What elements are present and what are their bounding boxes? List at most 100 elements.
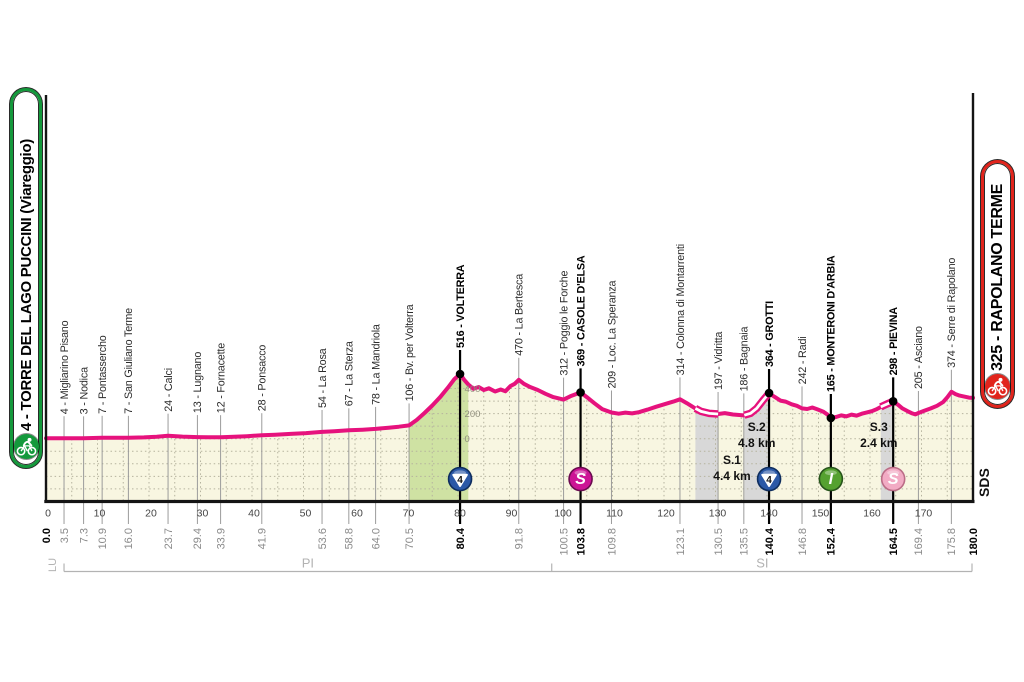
waypoint-dot <box>455 369 465 379</box>
km-label: 0.0 <box>41 528 53 543</box>
left-border <box>44 95 48 502</box>
waypoint-label: 197 - Vidritta <box>713 332 725 390</box>
km-label: 152.4 <box>826 527 838 555</box>
km-label: 146.8 <box>797 528 809 556</box>
x-axis-line <box>44 499 975 504</box>
svg-text:S: S <box>888 471 899 488</box>
sector-name-label: S.1 <box>723 453 741 467</box>
km-label: 29.4 <box>192 528 204 549</box>
svg-text:4: 4 <box>766 475 772 486</box>
kom-cat4-icon: 4 <box>447 466 473 492</box>
sector-length-label: 4.4 km <box>713 469 750 483</box>
finish-banner: 325 - RAPOLANO TERME <box>981 160 1014 408</box>
waypoint-label: 312 - Poggio le Forche <box>558 271 570 376</box>
right-border <box>971 93 975 502</box>
waypoint-label: 364 - GROTTI <box>764 301 776 367</box>
x-tick-label: 120 <box>657 508 675 520</box>
waypoint-label: 28 - Ponsacco <box>257 345 269 412</box>
elevation-scale-label: 400 <box>465 384 481 395</box>
km-label: 180.0 <box>968 528 980 556</box>
gravel-line-core <box>694 407 719 416</box>
waypoint-label: 374 - Serre di Rapolano <box>946 258 958 368</box>
km-label: 80.4 <box>455 527 467 549</box>
km-label: 100.5 <box>558 528 570 556</box>
waypoint-label: 106 - Bv. per Volterra <box>404 304 416 401</box>
sector-name-label: S.3 <box>870 420 888 434</box>
x-tick-label: 50 <box>300 508 312 520</box>
intermediate-sprint-icon: S <box>568 466 593 492</box>
svg-text:I: I <box>829 471 834 488</box>
gravel-line-core <box>743 392 771 417</box>
sector-name-label: S.2 <box>748 420 766 434</box>
waypoint-dot <box>888 397 898 406</box>
waypoint-label: 4 - Migliarino Pisano <box>59 320 71 414</box>
waypoint-label: 369 - CASOLE D'ELSA <box>575 255 587 366</box>
x-tick-label: 90 <box>506 508 518 520</box>
waypoint-dot <box>826 413 836 423</box>
kom-cat4-icon: 4 <box>756 466 782 492</box>
waypoint-label: 205 - Asciano <box>913 326 925 389</box>
waypoint-label: 13 - Lugnano <box>192 352 204 413</box>
designer-signature: SDS <box>976 468 992 497</box>
waypoint-label: 54 - La Rosa <box>317 348 329 408</box>
km-label: 135.5 <box>739 528 751 556</box>
km-label: 130.5 <box>713 528 725 556</box>
x-tick-label: 0 <box>45 508 51 520</box>
x-tick-label: 70 <box>403 508 415 520</box>
waypoint-label: 298 - PIEVINA <box>888 307 900 376</box>
km-label: 7.3 <box>78 528 90 543</box>
km-label: 53.6 <box>317 528 329 549</box>
province-label: SI <box>756 556 768 571</box>
waypoint-dot <box>764 388 774 398</box>
km-label: 91.8 <box>514 528 526 549</box>
intergiro-icon: I <box>818 466 844 492</box>
km-label: 23.7 <box>163 528 175 549</box>
sector-length-label: 4.8 km <box>738 436 775 450</box>
km-label: 41.9 <box>257 528 269 549</box>
province-label: LU <box>47 558 59 572</box>
waypoint-label: 12 - Fornacette <box>215 343 227 413</box>
waypoint-label: 165 - MONTERONI D'ARBIA <box>826 255 838 392</box>
waypoint-label: 470 - La Bertesca <box>514 274 526 356</box>
x-tick-label: 10 <box>94 508 106 520</box>
waypoint-dot <box>576 388 585 397</box>
km-label: 175.8 <box>946 528 958 556</box>
waypoint-label: 186 - Bagnaia <box>739 327 751 392</box>
waypoint-label: 78 - La Mandriola <box>370 324 382 405</box>
start-banner: 4 - TORRE DEL LAGO PUCCINI (Viareggio) <box>10 88 42 468</box>
x-tick-label: 110 <box>606 508 623 520</box>
km-label: 164.5 <box>888 528 900 556</box>
gravel-sector-zone <box>695 374 719 502</box>
x-tick-label: 30 <box>197 508 209 520</box>
flying-sprint-icon: S <box>880 466 906 492</box>
km-label: 140.4 <box>764 527 776 555</box>
elevation-scale-label: 0 <box>465 434 470 445</box>
x-tick-label: 170 <box>915 508 933 520</box>
waypoint-label: 7 - Pontassercho <box>97 335 109 414</box>
km-label: 10.9 <box>97 528 109 549</box>
x-tick-label: 140 <box>760 508 778 520</box>
x-tick-label: 160 <box>863 508 881 520</box>
km-label: 16.0 <box>123 528 135 549</box>
km-label: 3.5 <box>59 528 71 543</box>
province-brackets: PI SI LU <box>47 556 973 573</box>
x-tick-label: 60 <box>351 508 363 520</box>
x-tick-label: 100 <box>554 508 572 520</box>
x-tick-label: 150 <box>812 508 830 520</box>
waypoint-label: 314 - Colonna di Montarrenti <box>675 244 687 375</box>
profile-line <box>44 372 975 441</box>
svg-text:4: 4 <box>457 475 463 486</box>
x-tick-label: 20 <box>145 508 157 520</box>
sector-length-label: 2.4 km <box>860 436 897 450</box>
waypoint-label: 67 - La Sterza <box>344 341 356 406</box>
km-label: 109.8 <box>606 528 618 556</box>
waypoint-label: 242 - Radi <box>797 337 809 385</box>
elevation-scale-label: 200 <box>465 409 481 420</box>
x-tick-label: 80 <box>454 508 466 520</box>
waypoint-label: 3 - Nodica <box>78 367 90 414</box>
km-label: 58.8 <box>344 528 356 549</box>
finish-cyclist-icon <box>985 374 1010 399</box>
km-label: 123.1 <box>675 528 687 556</box>
